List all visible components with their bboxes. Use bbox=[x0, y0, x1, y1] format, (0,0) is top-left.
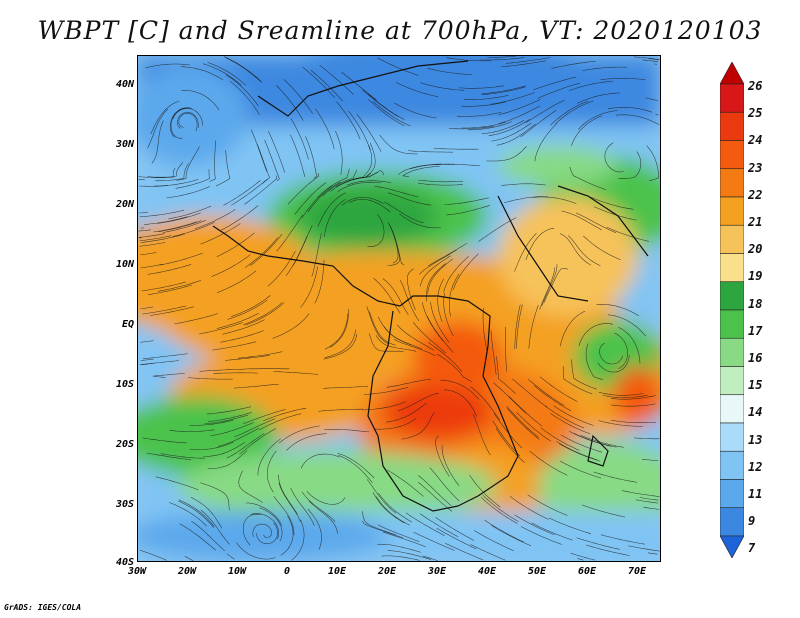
colorbar-label: 22 bbox=[748, 187, 763, 202]
colorbar-label: 16 bbox=[748, 351, 763, 365]
colorbar-label: 11 bbox=[748, 487, 763, 501]
lat-label: 40S bbox=[115, 557, 134, 568]
map-title: WBPT [C] and Sreamline at 700hPa, VT: 20… bbox=[37, 16, 763, 45]
wbpt-field bbox=[138, 56, 660, 561]
lat-label: 30N bbox=[115, 139, 134, 150]
lon-label: 40E bbox=[477, 566, 497, 577]
colorbar-label: 19 bbox=[748, 269, 763, 284]
lat-label: 20S bbox=[115, 439, 134, 450]
lat-label: 10S bbox=[115, 379, 134, 390]
colorbar-swatch bbox=[720, 337, 744, 367]
lat-label: 30S bbox=[115, 499, 134, 510]
colorbar-swatch bbox=[720, 224, 744, 254]
colorbar-swatch bbox=[720, 479, 744, 509]
colorbar-swatch bbox=[720, 507, 744, 537]
colorbar bbox=[720, 62, 744, 558]
colorbar-label: 23 bbox=[748, 160, 763, 175]
colorbar-swatch bbox=[720, 535, 744, 558]
lon-label: 10W bbox=[227, 566, 247, 577]
colorbar-swatch bbox=[720, 422, 744, 452]
colorbar-label: 21 bbox=[748, 215, 763, 229]
lon-label: 10E bbox=[327, 566, 347, 577]
map-plot-area bbox=[137, 55, 661, 562]
lon-label: 20E bbox=[377, 566, 397, 577]
colorbar-label: 9 bbox=[748, 514, 756, 529]
colorbar-label: 15 bbox=[748, 378, 763, 393]
lon-label: 0 bbox=[283, 566, 291, 577]
lon-label: 70E bbox=[627, 566, 647, 577]
lat-label: EQ bbox=[121, 319, 134, 330]
colorbar-label: 24 bbox=[748, 133, 763, 148]
colorbar-swatch bbox=[720, 281, 744, 311]
colorbar-swatch bbox=[720, 168, 744, 198]
colorbar-label: 13 bbox=[748, 432, 763, 447]
colorbar-swatch bbox=[720, 450, 744, 480]
colorbar-swatch bbox=[720, 83, 744, 113]
colorbar-label: 25 bbox=[748, 106, 763, 121]
colorbar-label: 26 bbox=[748, 79, 763, 93]
lon-label: 30W bbox=[127, 566, 147, 577]
colorbar-label: 18 bbox=[748, 296, 763, 311]
colorbar-swatch bbox=[720, 140, 744, 170]
colorbar-label: 7 bbox=[748, 541, 756, 556]
colorbar-swatch bbox=[720, 62, 744, 85]
colorbar-label: 17 bbox=[748, 323, 763, 338]
colorbar-label: 12 bbox=[748, 459, 763, 474]
colorbar-swatch bbox=[720, 394, 744, 424]
colorbar-label: 14 bbox=[748, 405, 763, 420]
lon-label: 60E bbox=[577, 566, 597, 577]
lat-label: 10N bbox=[115, 259, 134, 270]
colorbar-swatch bbox=[720, 253, 744, 283]
colorbar-swatch bbox=[720, 366, 744, 396]
lon-label: 50E bbox=[527, 566, 547, 577]
credit-text: GrADS: IGES/COLA bbox=[4, 603, 82, 612]
colorbar-swatch bbox=[720, 196, 744, 226]
coastlines bbox=[212, 60, 649, 512]
lon-label: 30E bbox=[427, 566, 447, 577]
lon-label: 20W bbox=[177, 566, 197, 577]
lat-label: 20N bbox=[115, 199, 134, 210]
colorbar-label: 20 bbox=[748, 242, 763, 257]
lat-label: 40N bbox=[115, 79, 134, 90]
streamlines bbox=[138, 56, 660, 561]
colorbar-swatch bbox=[720, 111, 744, 141]
colorbar-swatch bbox=[720, 309, 744, 339]
